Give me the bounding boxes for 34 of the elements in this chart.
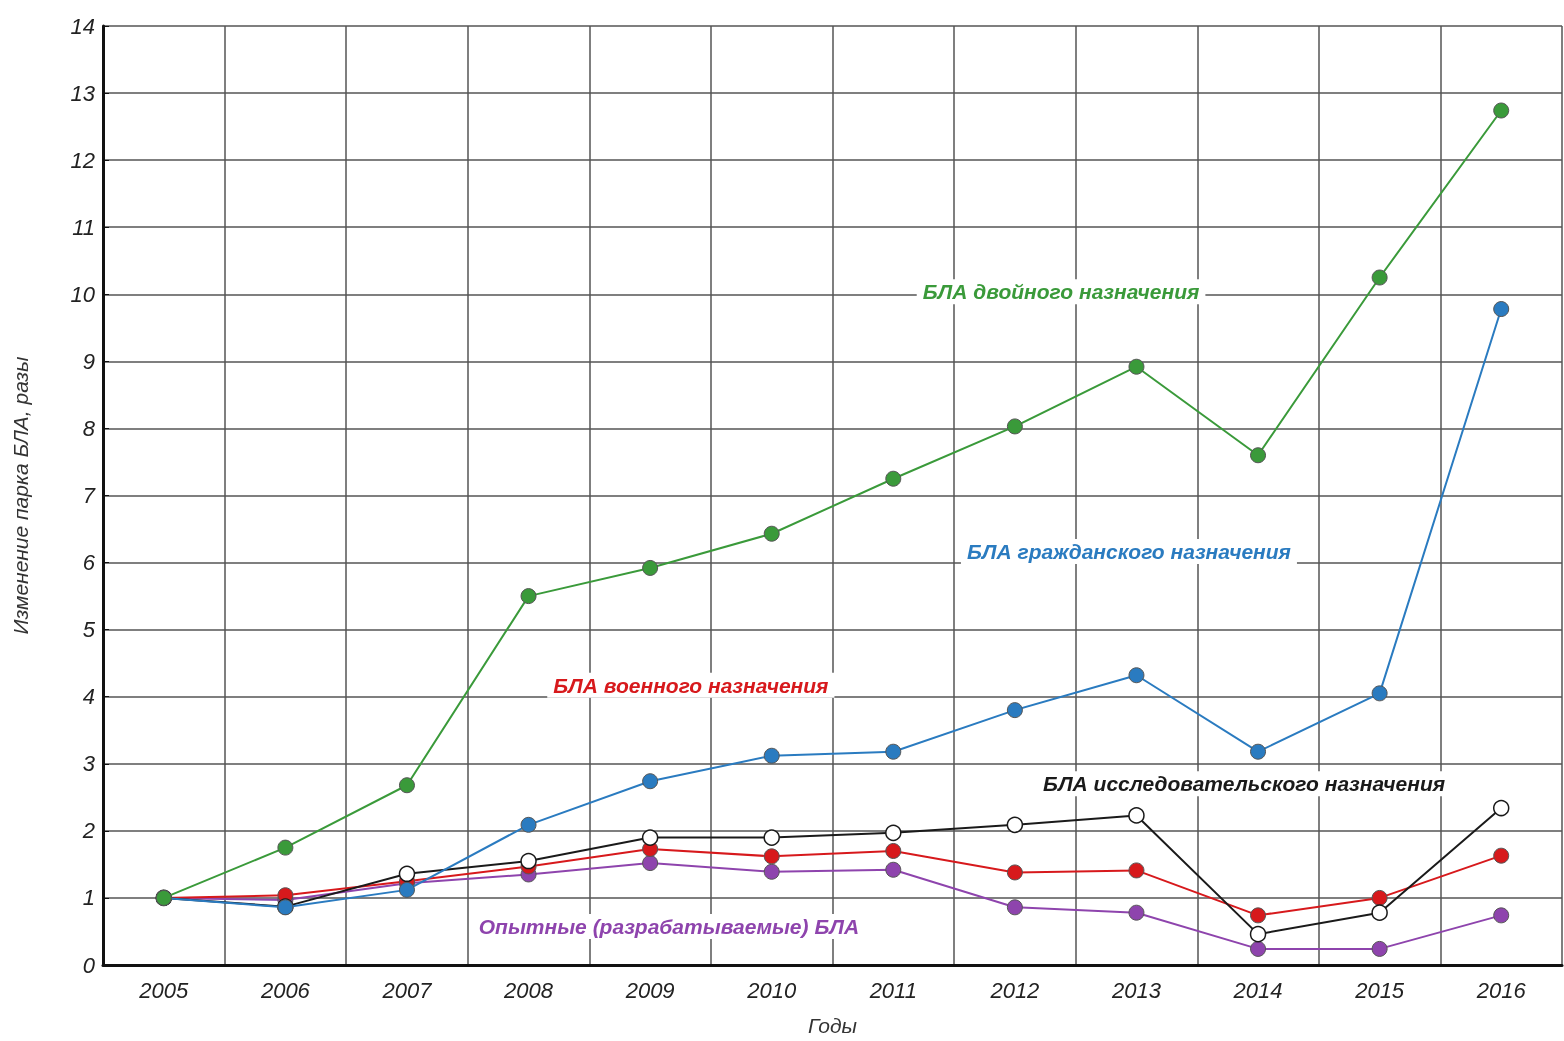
x-axis-title: Годы: [808, 1014, 858, 1037]
x-tick-label: 2010: [746, 977, 797, 1003]
y-tick-label: 8: [82, 415, 96, 441]
y-tick-label: 11: [72, 214, 95, 240]
x-tick-label: 2016: [1475, 977, 1527, 1003]
x-tick-label: 2006: [259, 977, 311, 1003]
y-tick-label: 0: [82, 952, 96, 978]
y-axis-title: Изменение парка БЛА, разы: [9, 355, 32, 635]
x-tick-label: 2008: [503, 977, 554, 1003]
y-tick-label: 9: [82, 348, 95, 374]
x-tick-label: 2009: [624, 977, 675, 1003]
x-tick-label: 2012: [989, 977, 1040, 1003]
text: БЛА двойного назначения: [922, 280, 1200, 304]
x-tick-label: 2015: [1354, 977, 1405, 1003]
text: БЛА военного назначения: [553, 673, 829, 697]
y-tick-label: 14: [70, 13, 95, 39]
series-label: БЛА исследовательского назначения: [1043, 772, 1446, 796]
y-tick-label: 1: [82, 885, 95, 911]
y-tick-label: 13: [70, 80, 96, 106]
y-tick-label: 2: [81, 818, 95, 844]
x-tick-label: 2005: [138, 977, 190, 1003]
x-tick-label: 2007: [381, 977, 433, 1003]
x-tick-label: 2013: [1110, 977, 1162, 1003]
y-tick-label: 4: [82, 684, 95, 710]
y-tick-label: 7: [82, 483, 96, 508]
y-tick-label: 5: [82, 617, 96, 643]
y-tick-label: 12: [70, 147, 95, 173]
y-tick-label: 10: [70, 281, 96, 307]
series-label: Опытные (разрабатываемые) БЛА: [478, 914, 860, 938]
y-tick-label: 6: [82, 550, 96, 576]
text: БЛА гражданского назначения: [966, 540, 1291, 563]
y-tick-label: 3: [82, 751, 96, 777]
x-tick-label: 2014: [1232, 977, 1283, 1003]
x-tick-label: 2011: [868, 977, 917, 1003]
